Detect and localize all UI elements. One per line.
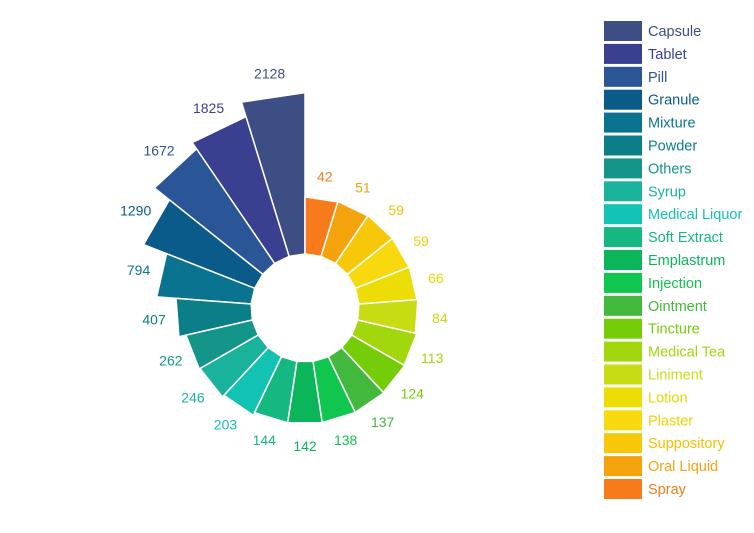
value-label: 113 [421, 350, 444, 366]
value-label: 59 [413, 233, 429, 249]
legend-swatch [604, 204, 642, 225]
legend-label: Mixture [648, 116, 696, 132]
legend-swatch [604, 135, 642, 156]
legend-label: Capsule [648, 24, 701, 40]
legend-label: Suppository [648, 436, 725, 452]
legend-swatch [604, 387, 642, 408]
legend-label: Powder [648, 139, 697, 155]
value-label: 138 [334, 432, 358, 448]
legend-swatch [604, 341, 642, 362]
value-label: 124 [401, 386, 425, 402]
value-label: 66 [428, 270, 444, 286]
value-label: 407 [142, 311, 166, 327]
legend-label: Pill [648, 70, 667, 86]
legend-label: Soft Extract [648, 230, 723, 246]
legend-swatch [604, 318, 642, 339]
chart-legend: Capsule Tablet Pill Granule Mixture Powder Oth… [604, 21, 742, 499]
value-label: 137 [371, 414, 395, 430]
legend-swatch [604, 43, 642, 64]
value-label: 84 [432, 310, 448, 326]
chart-bars [142, 91, 419, 424]
legend-label: Granule [648, 93, 700, 109]
legend-label: Oral Liquid [648, 459, 718, 475]
legend-label: Medical Liquor [648, 207, 742, 223]
value-label: 1825 [193, 100, 224, 116]
center-hole [251, 254, 359, 362]
legend-label: Emplastrum [648, 253, 725, 269]
legend-label: Plaster [648, 413, 693, 429]
legend-label: Lotion [648, 390, 688, 406]
legend-swatch [604, 250, 642, 270]
value-label: 1290 [120, 202, 151, 218]
legend-label: Injection [648, 276, 702, 292]
legend-label: Tablet [648, 47, 687, 63]
legend-label: Liniment [648, 368, 703, 384]
legend-swatch [604, 21, 642, 41]
legend-label: Spray [648, 482, 687, 498]
legend-label: Medical Tea [648, 345, 726, 361]
legend-swatch [604, 112, 642, 133]
value-label: 142 [293, 438, 317, 454]
legend-swatch [604, 295, 642, 316]
legend-swatch [604, 66, 642, 87]
legend-swatch [604, 181, 642, 202]
legend-swatch [604, 479, 642, 499]
legend-swatch [604, 456, 642, 477]
legend-label: Syrup [648, 184, 686, 200]
value-label: 203 [214, 417, 238, 433]
legend-swatch [604, 433, 642, 454]
chart-value-labels: 2128 1825 1672 1290 794 407 262 246 203 144 142 138… [120, 65, 448, 454]
legend-swatch [604, 89, 642, 110]
value-label: 794 [127, 262, 151, 278]
legend-label: Tincture [648, 322, 700, 338]
legend-swatch [604, 158, 642, 179]
value-label: 51 [355, 180, 371, 196]
legend-swatch [604, 364, 642, 385]
value-label: 262 [159, 353, 183, 369]
legend-swatch [604, 410, 642, 431]
legend-swatch [604, 227, 642, 248]
value-label: 59 [388, 202, 404, 218]
legend-label: Ointment [648, 299, 707, 315]
legend-label: Others [648, 161, 692, 177]
value-label: 1672 [143, 143, 174, 159]
value-label: 144 [253, 432, 277, 448]
value-label: 42 [317, 168, 333, 184]
value-label: 2128 [254, 65, 285, 81]
legend-swatch [604, 272, 642, 293]
value-label: 246 [181, 389, 205, 405]
